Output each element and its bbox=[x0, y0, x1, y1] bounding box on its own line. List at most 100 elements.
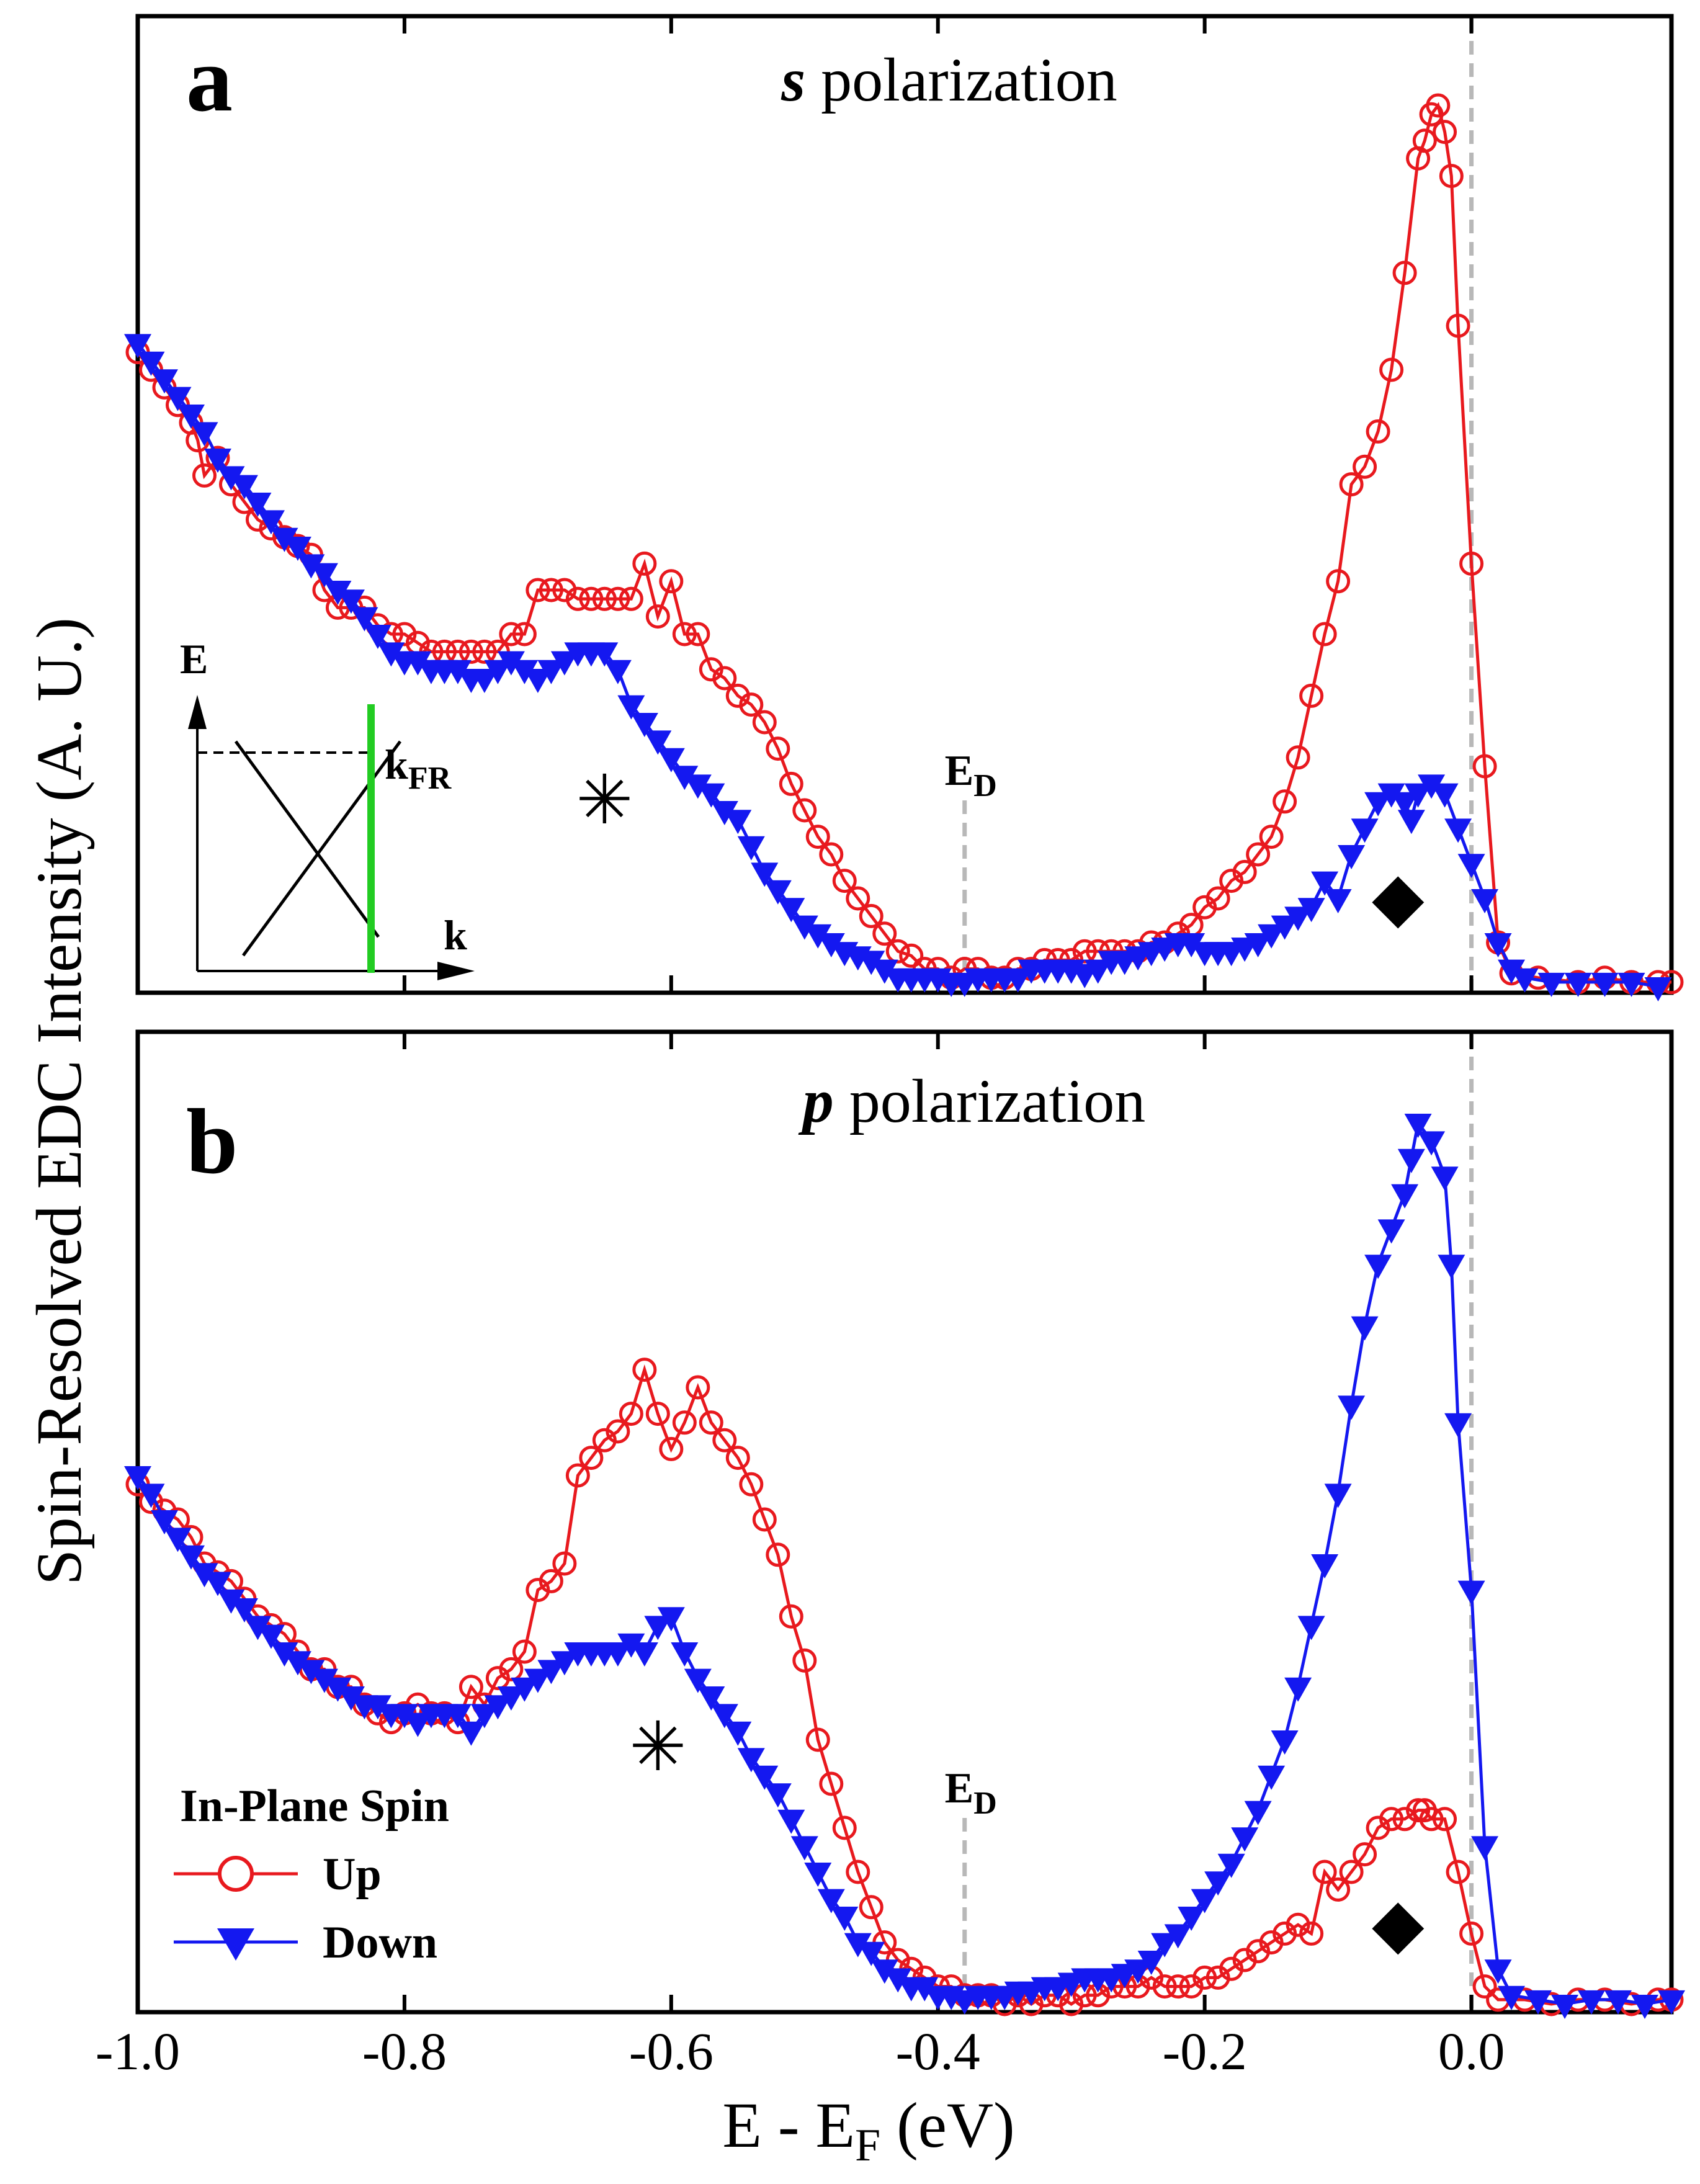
panel-a-reference-lines bbox=[962, 19, 1474, 990]
point-up bbox=[766, 1542, 790, 1567]
point-up bbox=[779, 1604, 803, 1629]
point-down bbox=[1178, 1907, 1206, 1931]
point-down bbox=[177, 405, 205, 429]
panel-a-letter: a bbox=[186, 28, 233, 131]
point-down bbox=[737, 836, 765, 861]
point-down bbox=[764, 1783, 792, 1808]
point-up bbox=[832, 869, 857, 893]
point-up bbox=[792, 1648, 817, 1673]
point-down bbox=[1338, 1395, 1366, 1420]
point-down bbox=[1511, 968, 1539, 993]
point-down bbox=[1498, 959, 1526, 984]
point-up bbox=[686, 1375, 710, 1400]
point-up bbox=[1312, 622, 1337, 647]
inset-band-1 bbox=[241, 740, 402, 957]
point-up bbox=[619, 1402, 643, 1426]
point-up bbox=[539, 1569, 563, 1593]
point-down bbox=[1617, 972, 1645, 997]
point-down bbox=[697, 1686, 725, 1711]
point-up bbox=[552, 1551, 577, 1576]
point-up bbox=[1166, 1974, 1191, 1999]
point-down bbox=[1471, 889, 1499, 913]
point-down bbox=[297, 1660, 325, 1685]
legend-down-marker bbox=[217, 1928, 254, 1961]
point-up bbox=[739, 692, 764, 717]
point-up bbox=[1472, 1974, 1497, 1999]
point-up bbox=[752, 710, 777, 735]
point-down bbox=[604, 1642, 632, 1667]
point-down bbox=[817, 933, 845, 957]
asterisk-annotation: ✳ bbox=[629, 1709, 686, 1785]
point-up bbox=[459, 639, 483, 664]
point-up bbox=[725, 1446, 750, 1470]
point-down bbox=[484, 660, 512, 684]
point-down bbox=[764, 880, 792, 905]
point-down bbox=[217, 1589, 245, 1614]
point-down bbox=[1324, 889, 1352, 913]
panel-b-title-rest: polarization bbox=[834, 1067, 1146, 1135]
point-up bbox=[686, 622, 710, 647]
point-up bbox=[1353, 1842, 1377, 1867]
point-down bbox=[1151, 1933, 1179, 1958]
point-up bbox=[619, 586, 643, 611]
point-down bbox=[644, 1616, 672, 1640]
point-down bbox=[484, 1695, 512, 1720]
point-up bbox=[1339, 1860, 1364, 1884]
point-down bbox=[617, 695, 645, 720]
point-up bbox=[1072, 939, 1097, 964]
point-down bbox=[1397, 810, 1425, 835]
point-down bbox=[790, 915, 818, 940]
point-down bbox=[271, 527, 298, 552]
point-down bbox=[337, 589, 365, 614]
point-up bbox=[1273, 789, 1297, 814]
point-down bbox=[204, 449, 231, 473]
point-down bbox=[1217, 1853, 1245, 1878]
point-down bbox=[1444, 1413, 1472, 1438]
point-down bbox=[657, 1607, 685, 1632]
point-down bbox=[390, 1704, 418, 1729]
point-up bbox=[632, 551, 657, 576]
point-down bbox=[310, 1668, 338, 1693]
point-down bbox=[524, 1668, 552, 1693]
point-down bbox=[1591, 972, 1619, 997]
point-up bbox=[499, 622, 524, 647]
point-up bbox=[1246, 842, 1271, 867]
point-down bbox=[1658, 1990, 1685, 2015]
point-down bbox=[1338, 845, 1366, 869]
point-down bbox=[1297, 898, 1325, 923]
x-axis-title: E - EF (eV) bbox=[722, 2090, 1014, 2171]
x-tick-label: -1.0 bbox=[96, 2021, 180, 2081]
point-up bbox=[832, 1815, 857, 1840]
point-down bbox=[404, 1712, 432, 1737]
panel-b-reference-lines bbox=[962, 1034, 1474, 2010]
point-down bbox=[470, 1704, 498, 1729]
legend-title: In-Plane Spin bbox=[180, 1781, 449, 1832]
point-up bbox=[1419, 1807, 1444, 1832]
point-down bbox=[271, 1642, 298, 1667]
panel-a-frame bbox=[135, 14, 1674, 995]
point-down bbox=[1431, 1166, 1459, 1191]
point-up bbox=[512, 1639, 537, 1664]
series-down bbox=[124, 334, 1672, 1001]
inset-k-arrow bbox=[437, 962, 475, 980]
point-up bbox=[565, 586, 590, 611]
point-up bbox=[1459, 551, 1484, 576]
point-down bbox=[1484, 1959, 1512, 1984]
point-down bbox=[1271, 1730, 1299, 1755]
series-down-line bbox=[136, 342, 1658, 988]
point-down bbox=[137, 1484, 165, 1508]
point-down bbox=[497, 651, 525, 676]
point-down bbox=[550, 651, 578, 676]
point-up bbox=[459, 1675, 483, 1699]
point-down bbox=[1418, 774, 1446, 799]
inset-k-label: k bbox=[444, 911, 467, 959]
x-tick-label: -0.6 bbox=[629, 2021, 714, 2081]
point-up bbox=[859, 1895, 884, 1920]
point-down bbox=[844, 1933, 872, 1958]
point-up bbox=[792, 798, 817, 823]
point-down bbox=[630, 1642, 658, 1667]
point-down bbox=[1377, 1219, 1405, 1244]
panel-b-letter: b bbox=[186, 1090, 238, 1193]
point-up bbox=[819, 1771, 844, 1796]
point-down bbox=[1244, 933, 1272, 957]
